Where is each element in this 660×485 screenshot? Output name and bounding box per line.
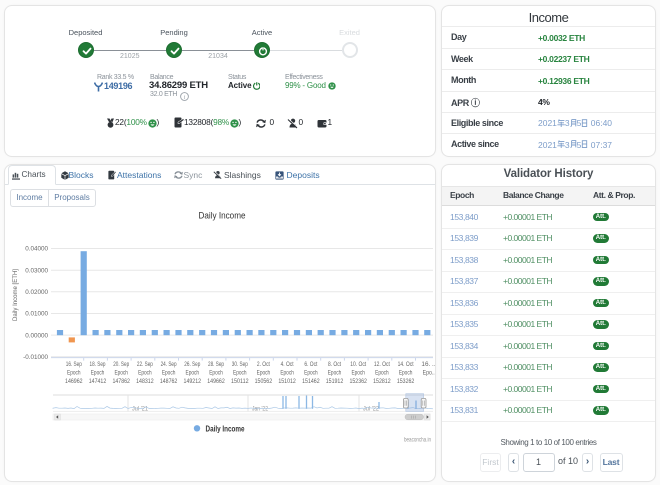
svg-text:152362: 152362 <box>349 378 367 385</box>
svg-text:6. Oct: 6. Oct <box>304 361 317 368</box>
svg-text:Daily Income: Daily Income <box>199 211 246 221</box>
svg-text:Epoch: Epoch <box>233 370 247 377</box>
svg-text:147862: 147862 <box>112 378 130 385</box>
svg-text:147412: 147412 <box>89 378 107 385</box>
svg-text:30. Sep: 30. Sep <box>232 361 248 368</box>
svg-text:22. Sep: 22. Sep <box>137 361 153 368</box>
svg-text:Epoch: Epoch <box>162 370 176 377</box>
svg-text:Epoch: Epoch <box>186 370 200 377</box>
svg-text:2. Oct: 2. Oct <box>257 361 270 368</box>
svg-text:Epoch: Epoch <box>138 370 152 377</box>
svg-text:153262: 153262 <box>397 378 415 385</box>
svg-text:0.02000: 0.02000 <box>25 289 48 296</box>
svg-text:0.01000: 0.01000 <box>25 311 48 318</box>
svg-text:Epoch: Epoch <box>67 370 81 377</box>
svg-text:149212: 149212 <box>184 378 202 385</box>
svg-text:148762: 148762 <box>160 378 178 385</box>
svg-text:10. Oct: 10. Oct <box>350 361 366 368</box>
svg-text:Jul '22: Jul '22 <box>363 407 380 413</box>
svg-text:0.04000: 0.04000 <box>25 246 48 253</box>
svg-text:Epoch: Epoch <box>351 370 365 377</box>
svg-text:28. Sep: 28. Sep <box>208 361 224 368</box>
svg-text:151012: 151012 <box>278 378 296 385</box>
svg-text:16. ...: 16. ... <box>421 361 435 368</box>
svg-text:0.00000: 0.00000 <box>25 332 48 339</box>
svg-text:152812: 152812 <box>373 378 391 385</box>
svg-text:Daily Income [ETH]: Daily Income [ETH] <box>12 269 19 321</box>
svg-text:12. Oct: 12. Oct <box>374 361 390 368</box>
svg-text:14. Oct: 14. Oct <box>398 361 414 368</box>
svg-text:i: i <box>184 95 186 101</box>
svg-text:26. Sep: 26. Sep <box>184 361 200 368</box>
svg-text:149662: 149662 <box>207 378 225 385</box>
svg-text:Epoch: Epoch <box>257 370 271 377</box>
svg-text:Epoch: Epoch <box>114 370 128 377</box>
svg-text:Epoch: Epoch <box>304 370 318 377</box>
svg-text:20. Sep: 20. Sep <box>113 361 129 368</box>
svg-text:Epoch: Epoch <box>91 370 105 377</box>
svg-text:Epoch: Epoch <box>328 370 342 377</box>
svg-text:4. Oct: 4. Oct <box>281 361 294 368</box>
svg-text:151912: 151912 <box>326 378 344 385</box>
svg-text:8. Oct: 8. Oct <box>328 361 341 368</box>
svg-text:Epo...: Epo... <box>423 370 435 377</box>
svg-text:Jul '21: Jul '21 <box>132 407 149 413</box>
svg-text:18. Sep: 18. Sep <box>90 361 106 368</box>
svg-text:150112: 150112 <box>231 378 249 385</box>
svg-text:Epoch: Epoch <box>399 370 413 377</box>
svg-text:Epoch: Epoch <box>209 370 223 377</box>
svg-text:148312: 148312 <box>136 378 154 385</box>
svg-text:Daily Income: Daily Income <box>206 424 245 433</box>
svg-text:146962: 146962 <box>65 378 83 385</box>
svg-text:16. Sep: 16. Sep <box>66 361 82 368</box>
svg-text:Epoch: Epoch <box>280 370 294 377</box>
svg-text:-0.01000: -0.01000 <box>23 354 48 361</box>
svg-text:150562: 150562 <box>255 378 273 385</box>
svg-text:Jan '22: Jan '22 <box>252 407 269 413</box>
svg-text:Epoch: Epoch <box>375 370 389 377</box>
svg-text:24. Sep: 24. Sep <box>161 361 177 368</box>
svg-text:0.03000: 0.03000 <box>25 267 48 274</box>
svg-text:151462: 151462 <box>302 378 320 385</box>
svg-text:beaconcha.in: beaconcha.in <box>404 438 431 444</box>
